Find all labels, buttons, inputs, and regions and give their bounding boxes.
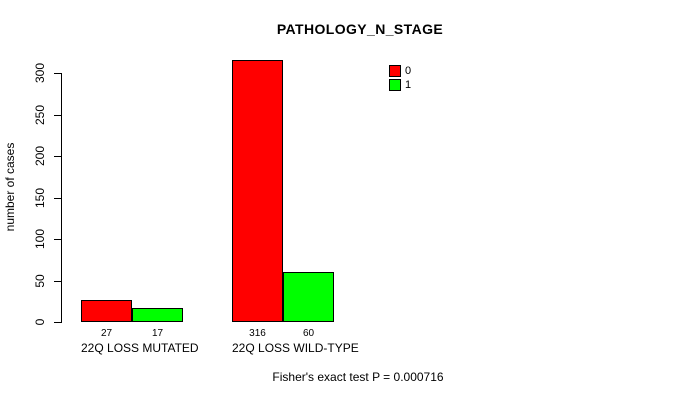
y-axis-label: number of cases — [3, 142, 17, 232]
y-tick-label: 200 — [33, 145, 47, 167]
y-tick-mark — [54, 156, 61, 157]
bar-series-1-22q-loss-mutated — [132, 308, 183, 322]
y-tick-mark — [54, 239, 61, 240]
bar-series-0-22q-loss-mutated — [81, 300, 132, 322]
y-tick-mark — [54, 73, 61, 74]
category-label: 22Q LOSS WILD-TYPE — [232, 341, 359, 355]
y-tick-mark — [54, 198, 61, 199]
y-tick-mark — [54, 115, 61, 116]
y-tick-mark — [54, 281, 61, 282]
y-tick-label: 50 — [33, 274, 47, 288]
category-label: 22Q LOSS MUTATED — [81, 341, 199, 355]
y-tick-label: 250 — [33, 104, 47, 126]
legend-swatch — [389, 65, 401, 77]
legend-entry: 0 — [389, 65, 411, 77]
y-tick-label: 0 — [33, 318, 47, 326]
bar-value-label: 60 — [302, 328, 315, 339]
bar-series-1-22q-loss-wild-type — [283, 272, 334, 322]
bar-series-0-22q-loss-wild-type — [232, 60, 283, 322]
y-tick-mark — [54, 322, 61, 323]
legend-label: 1 — [405, 79, 412, 91]
legend-label: 0 — [405, 65, 412, 77]
legend-entry: 1 — [389, 79, 411, 91]
bar-value-label: 17 — [151, 328, 164, 339]
y-axis — [61, 73, 62, 323]
y-tick-label: 100 — [33, 228, 47, 250]
y-tick-label: 150 — [33, 187, 47, 209]
chart-title: PATHOLOGY_N_STAGE — [276, 21, 444, 37]
annotation-fisher-test: Fisher's exact test P = 0.000716 — [272, 370, 444, 384]
bar-value-label: 316 — [249, 328, 266, 339]
bar-value-label: 27 — [100, 328, 113, 339]
legend-swatch — [389, 79, 401, 91]
y-tick-label: 300 — [33, 62, 47, 84]
